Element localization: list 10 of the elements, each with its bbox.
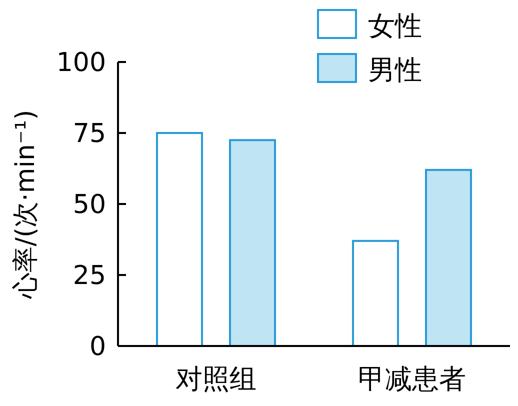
x-tick-label: 对照组 (176, 364, 256, 395)
y-tick-label: 25 (72, 261, 106, 291)
y-tick-label: 50 (72, 190, 106, 220)
legend-label: 男性 (368, 55, 422, 86)
y-tick-label: 100 (56, 48, 106, 78)
y-axis-title: 心率/(次·min⁻¹) (11, 110, 41, 300)
y-tick-label: 0 (89, 332, 106, 362)
y-tick-label: 75 (72, 119, 106, 149)
legend-label: 女性 (368, 11, 422, 42)
x-tick-label: 甲减患者 (358, 364, 466, 395)
